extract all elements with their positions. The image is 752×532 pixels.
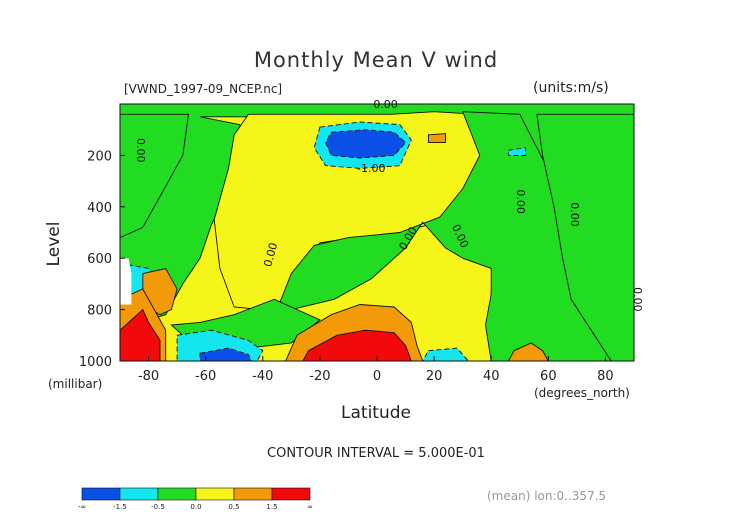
contour-region-green-3: [536, 113, 634, 361]
contour-region-white-20: [120, 258, 132, 305]
contour-region-blue-9: [325, 129, 407, 159]
contour-interval-label: CONTOUR INTERVAL = 5.000E-01: [267, 446, 485, 461]
mean-label: (mean) lon:0..357.5: [487, 489, 607, 503]
colorbar-label: 0.0: [190, 503, 201, 511]
x-tick-label: 80: [597, 369, 614, 384]
contour-region-orange-18: [507, 342, 549, 361]
contour-label-minus-one: -1.00: [357, 162, 385, 175]
y-axis-unit: (millibar): [48, 377, 103, 391]
contour-region-cyan-12: [507, 147, 526, 156]
x-tick-label: 20: [426, 369, 443, 384]
x-tick-label: -40: [252, 369, 273, 384]
y-tick-label: 600: [87, 252, 112, 267]
colorbar-swatch: [81, 487, 121, 501]
contour-label-zero: 0.00: [514, 189, 527, 214]
x-tick-label: -80: [138, 369, 159, 384]
x-tick-label: -60: [195, 369, 216, 384]
colorbar-swatch: [233, 487, 273, 501]
x-tick-label: 40: [483, 369, 500, 384]
y-tick-label: 800: [87, 304, 112, 319]
chart-title: Monthly Mean V wind: [253, 48, 499, 72]
colorbar-swatch: [271, 487, 311, 501]
colorbar-swatch: [195, 487, 235, 501]
colorbar-label: 0.5: [228, 503, 239, 511]
colorbar-label: -1.5: [113, 503, 127, 511]
contour-label-zero: 0.00: [261, 241, 280, 268]
x-tick-label: -20: [309, 369, 330, 384]
contour-region-orange-19: [427, 133, 446, 144]
x-axis-label: Latitude: [341, 403, 411, 423]
contour-region-red-16: [302, 329, 412, 361]
contour-label-zero: 0.00: [134, 138, 147, 163]
y-tick-label: 400: [87, 201, 112, 216]
colorbar-label: -0.5: [151, 503, 165, 511]
colorbar-swatch: [157, 487, 197, 501]
contour-region-green-4: [120, 113, 190, 239]
x-axis-unit: (degrees_north): [534, 386, 630, 400]
contour-fields: [120, 111, 634, 361]
y-tick-label: 1000: [79, 355, 112, 370]
contour-region-blue-7: [199, 347, 252, 361]
x-tick-label: 0: [373, 369, 381, 384]
colorbar-swatch: [119, 487, 159, 501]
colorbar-label: ∞: [307, 503, 313, 511]
colorbar-label: -∞: [78, 503, 86, 511]
x-tick-label: 60: [540, 369, 557, 384]
contour-label-zero: 0.00: [568, 202, 581, 227]
colorbar-label: 1.5: [266, 503, 277, 511]
contour-region-red-17: [120, 308, 161, 361]
y-tick-label: 200: [87, 149, 112, 164]
file-label: [VWND_1997-09_NCEP.nc]: [124, 82, 283, 96]
units-label: (units:m/s): [533, 80, 609, 96]
